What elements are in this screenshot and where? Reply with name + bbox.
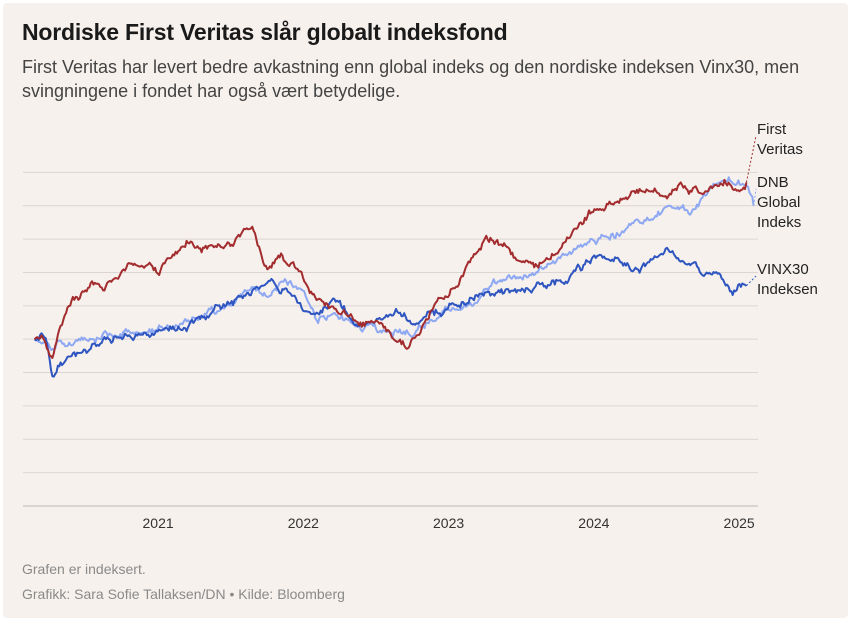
credit-line: Grafikk: Sara Sofie Tallaksen/DN • Kilde… [22, 586, 345, 602]
chart-card: Nordiske First Veritas slår globalt inde… [3, 3, 848, 618]
series-label-leader [753, 188, 757, 206]
chart-subtitle: First Veritas har levert bedre avkastnin… [22, 57, 800, 101]
line-chart: 2021 2022 2023 2024 2025 DNB Global Indeks VINX… [23, 121, 818, 531]
series-label: DNB Global Indeks [757, 174, 801, 231]
chart-title: Nordiske First Veritas slår globalt inde… [22, 19, 508, 45]
series-label-leader [746, 275, 757, 287]
x-tick-label: 2021 [143, 515, 174, 531]
series-line-vinx30-indeksen [33, 246, 747, 378]
series-labels: DNB Global Indeks VINX30 Indeksen First Verita… [745, 121, 818, 298]
x-axis-ticks: 2021 2022 2023 2024 2025 [143, 515, 755, 531]
x-tick-label: 2025 [724, 515, 755, 531]
series-label: First Veritas [757, 121, 803, 158]
x-tick-label: 2022 [288, 515, 319, 531]
series-lines [33, 176, 755, 378]
series-line-first-veritas [33, 178, 748, 359]
footnote: Grafen er indeksert. [22, 561, 146, 577]
gridlines [23, 171, 758, 507]
series-line-dnb-global-indeks [34, 176, 755, 351]
series-label-leader [745, 135, 757, 183]
series-label: VINX30 Indeksen [757, 261, 818, 298]
x-tick-label: 2023 [433, 515, 464, 531]
x-tick-label: 2024 [578, 515, 609, 531]
